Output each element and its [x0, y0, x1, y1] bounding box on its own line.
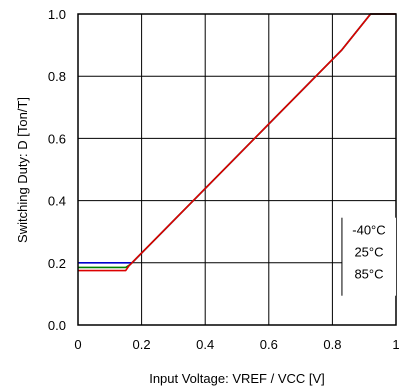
y-tick-labels: 0.0 0.2 0.4 0.6 0.8 1.0: [48, 7, 66, 333]
x-tick-label: 0.2: [133, 337, 151, 352]
y-tick-label: 0.8: [48, 69, 66, 84]
y-tick-label: 0.2: [48, 256, 66, 271]
x-tick-label: 0: [74, 337, 81, 352]
x-tick-label: 1: [392, 337, 399, 352]
y-tick-label: 0.4: [48, 194, 66, 209]
y-tick-label: 1.0: [48, 7, 66, 22]
legend: -40°C 25°C 85°C: [341, 217, 396, 296]
legend-entry: 25°C: [354, 245, 383, 260]
y-axis-label: Switching Duty: D [Ton/T]: [15, 97, 30, 243]
y-tick-label: 0.0: [48, 318, 66, 333]
x-tick-label: 0.4: [196, 337, 214, 352]
x-tick-label: 0.6: [260, 337, 278, 352]
y-tick-label: 0.6: [48, 131, 66, 146]
plot-frame: [77, 13, 397, 326]
legend-entry: -40°C: [352, 223, 385, 238]
x-tick-labels: 0 0.2 0.4 0.6 0.8 1: [74, 337, 399, 352]
x-axis-label: Input Voltage: VREF / VCC [V]: [149, 371, 325, 386]
legend-entry: 85°C: [354, 267, 383, 282]
x-tick-label: 0.8: [323, 337, 341, 352]
legend-box: [341, 217, 396, 296]
